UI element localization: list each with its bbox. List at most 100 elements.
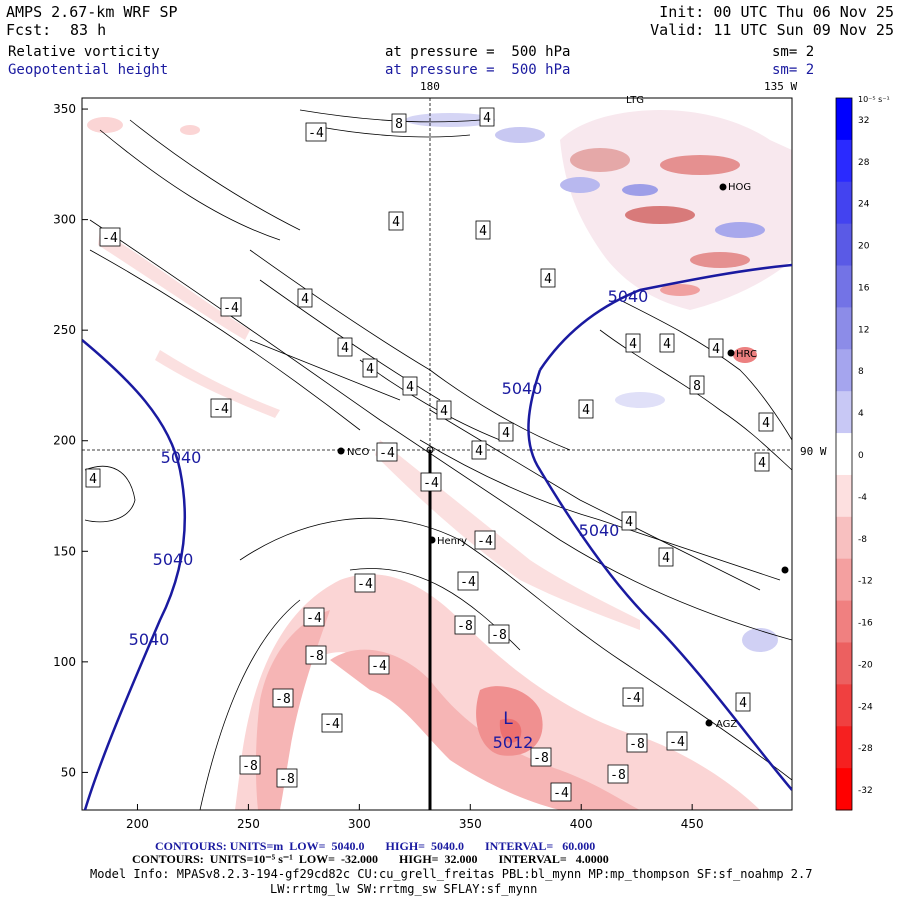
contour-label-box [362, 358, 378, 378]
contour-label-box [85, 468, 101, 488]
contour-label-box [625, 333, 641, 353]
contour-label: -8 [491, 628, 507, 643]
model-title: AMPS 2.67-km WRF SP [6, 3, 178, 21]
lon-label-135w: 135 W [764, 80, 798, 93]
station-label: NCO [347, 447, 369, 458]
x-tick-label: 350 [459, 817, 482, 831]
contour-label: -8 [533, 751, 549, 766]
pressure-geopotential: at pressure = 500 hPa [385, 62, 571, 78]
contour-labels: -4 8 4 4 4 4 4 4 4 4 4 4 4 4 4 4 4 8 4 4 4 4 4 4 -4 -4 -4 -4 -4 -4 -4 -… [85, 107, 774, 802]
contour-label-box [550, 782, 572, 802]
contour-label: 4 [341, 341, 349, 356]
field-vorticity: Relative vorticity [8, 44, 160, 60]
y-tick-label: 250 [53, 323, 76, 337]
station-label: HRC [736, 349, 757, 360]
contour-label: -4 [379, 446, 395, 461]
contour-label: -8 [279, 772, 295, 787]
contour-label: 4 [502, 426, 510, 441]
contour-label: -4 [625, 691, 641, 706]
colorbar-unit: 10⁻⁵ s⁻¹ [858, 95, 890, 104]
contour-label-box [368, 655, 390, 675]
station-label: AGZ [716, 719, 737, 730]
contour-label: -4 [306, 611, 322, 626]
colorbar-tick-label: -24 [858, 702, 873, 712]
contour-label: 4 [582, 403, 590, 418]
colorbar-segment [836, 474, 852, 518]
contour-label-box [735, 692, 751, 712]
y-tick-label: 150 [53, 544, 76, 558]
contour-label-box [498, 422, 514, 442]
y-tick-label: 100 [53, 655, 76, 669]
colorbar: 32 28 24 20 16 12 8 4 0 -4 -8 -12 -16 -20 -24 -28 -32 [835, 97, 873, 811]
lon-label-180: 180 [420, 80, 440, 93]
contour-label-box [471, 440, 487, 460]
height-contour-label: 5040 [129, 630, 170, 649]
contour-label: 4 [758, 456, 766, 471]
contour-label-box [754, 452, 770, 472]
colorbar-segment [836, 516, 852, 560]
vorticity-contours [84, 109, 792, 810]
contour-label: 4 [762, 416, 770, 431]
contour-label-box [578, 399, 594, 419]
smoothing-vorticity: sm= 2 [772, 44, 815, 60]
contour-label-box [457, 571, 479, 591]
y-tick-label: 50 [61, 765, 76, 779]
contour-label-box [659, 333, 675, 353]
contour-label-box [540, 268, 556, 288]
x-tick-label: 450 [681, 817, 704, 831]
contour-label-box [621, 511, 637, 531]
contour-label: 4 [366, 362, 374, 377]
map-frame [81, 97, 793, 811]
contour-label-box [436, 400, 452, 420]
y-axis-ticks: 350 300 250 200 150 100 50 [53, 102, 88, 779]
graticule [82, 98, 792, 451]
colorbar-tick-label: -28 [858, 744, 873, 754]
contour-label-box [626, 733, 648, 753]
x-tick-label: 300 [348, 817, 371, 831]
colorbar-tick-label: 32 [858, 116, 869, 126]
colorbar-tick-label: 16 [858, 283, 870, 293]
y-tick-label: 300 [53, 213, 76, 227]
station-label: Henry [437, 536, 467, 547]
colorbar-segment [836, 642, 852, 685]
low-center-label: L [503, 709, 513, 729]
contour-label: -4 [477, 534, 493, 549]
contour-label: -4 [308, 126, 324, 141]
colorbar-segment [836, 433, 852, 476]
contours-height-info: CONTOURS: UNITS=m LOW= 5040.0 HIGH= 5040… [155, 839, 596, 853]
contour-label: -8 [610, 768, 626, 783]
contour-label: -4 [213, 402, 229, 417]
colorbar-tick-label: -12 [858, 577, 873, 587]
contour-label-box [337, 337, 353, 357]
colorbar-segment [836, 181, 852, 225]
contour-label: -8 [242, 759, 258, 774]
field-geopotential: Geopotential height [8, 62, 169, 78]
contour-label-box [210, 398, 232, 418]
colorbar-tick-label: 4 [858, 409, 864, 419]
station-label: LTG [626, 95, 644, 106]
contour-label: 4 [739, 696, 747, 711]
contour-label: 4 [625, 515, 633, 530]
lat-label-90w: 90 W [800, 445, 827, 458]
forecast-hour: 83 h [70, 21, 107, 39]
contour-label: -4 [371, 659, 387, 674]
contour-label-box [272, 688, 294, 708]
contour-label: 4 [629, 337, 637, 352]
contour-label-box [607, 764, 629, 784]
model-info-line2: LW:rrtmg_lw SW:rrtmg_sw SFLAY:sf_mynn [270, 882, 538, 896]
colorbar-segment [836, 726, 852, 769]
contour-label: 4 [662, 551, 670, 566]
contour-label: -4 [324, 717, 340, 732]
contour-label: -4 [553, 786, 569, 801]
height-contours [82, 263, 792, 810]
colorbar-segment [836, 391, 852, 434]
contour-label-box [689, 375, 705, 395]
contour-label: -8 [308, 649, 324, 664]
station-label: HOG [728, 182, 751, 193]
contour-label: -4 [460, 575, 476, 590]
contour-label-box [666, 731, 688, 751]
colorbar-segment [836, 265, 852, 308]
contour-label: -8 [275, 692, 291, 707]
height-contour-label: 5040 [502, 379, 543, 398]
contour-label: 4 [663, 337, 671, 352]
